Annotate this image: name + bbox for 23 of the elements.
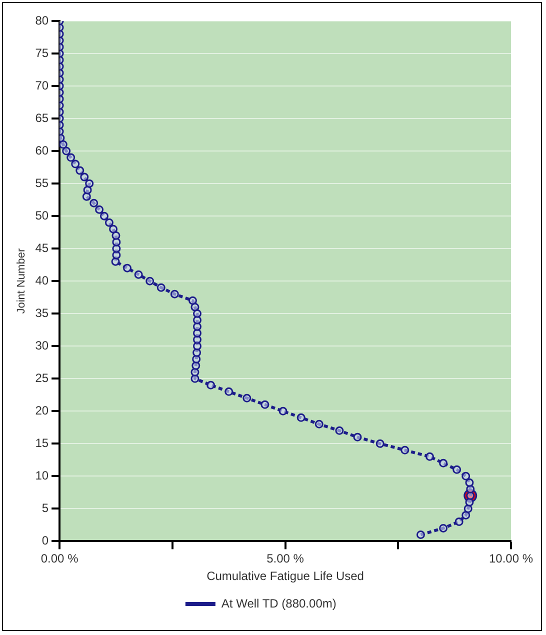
y-tick-label: 5 [42,501,49,515]
x-tick-label: 0.00 % [40,552,79,566]
y-tick-label: 70 [35,78,49,92]
y-axis-title: Joint Number [16,248,28,314]
y-tick-label: 20 [35,403,49,418]
x-tick-label: 10.00 % [488,552,534,566]
y-tick-label: 45 [35,240,49,255]
y-tick-label: 65 [35,110,49,125]
y-tick-label: 50 [35,208,49,222]
y-tick-label: 60 [35,143,49,158]
y-tick-label: 25 [35,370,49,385]
y-tick-label: 0 [42,534,49,548]
y-tick-label: 80 [35,13,49,28]
x-axis-title: Cumulative Fatigue Life Used [206,569,364,584]
legend-label: At Well TD (880.00m) [221,596,336,610]
y-tick-label: 75 [35,46,49,60]
y-tick-label: 10 [35,468,49,482]
y-tick-label: 30 [35,338,49,352]
y-tick-label: 40 [35,273,49,288]
y-tick-label: 35 [35,306,49,320]
y-tick-label: 15 [35,436,49,450]
y-tick-label: 55 [35,176,49,190]
x-tick-label: 5.00 % [266,552,304,566]
